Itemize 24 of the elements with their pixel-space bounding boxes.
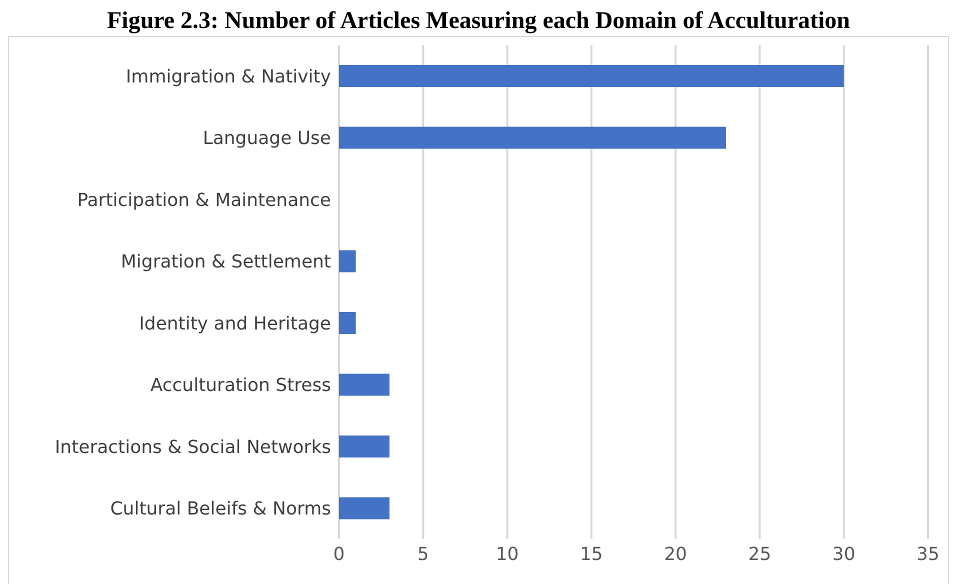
x-tick-label: 15 xyxy=(580,544,603,565)
x-tick-label: 25 xyxy=(748,544,772,565)
bar xyxy=(339,374,390,396)
bar xyxy=(339,65,844,87)
y-tick-label: Participation & Maintenance xyxy=(77,190,331,211)
bar xyxy=(339,126,726,149)
y-tick-label: Language Use xyxy=(202,128,331,150)
bar xyxy=(339,497,390,520)
y-tick-label: Cultural Beleifs & Norms xyxy=(110,498,331,520)
bar xyxy=(339,436,390,458)
x-tick-label: 0 xyxy=(333,544,345,565)
y-tick-label: Migration & Settlement xyxy=(120,252,331,273)
y-tick-label: Immigration & Nativity xyxy=(126,66,332,88)
x-tick-label: 20 xyxy=(664,544,688,565)
chart-title: Figure 2.3: Number of Articles Measuring each Domain of Acculturation xyxy=(106,8,852,34)
x-tick-label: 35 xyxy=(916,544,940,565)
bar xyxy=(339,312,356,334)
x-tick-label: 10 xyxy=(496,544,519,565)
x-tick-label: 30 xyxy=(832,544,856,565)
y-tick-label: Identity and Heritage xyxy=(139,313,331,334)
bar xyxy=(339,250,356,272)
y-tick-label: Acculturation Stress xyxy=(150,375,331,396)
x-tick-label: 5 xyxy=(417,544,429,565)
y-tick-label: Interactions & Social Networks xyxy=(54,436,331,458)
